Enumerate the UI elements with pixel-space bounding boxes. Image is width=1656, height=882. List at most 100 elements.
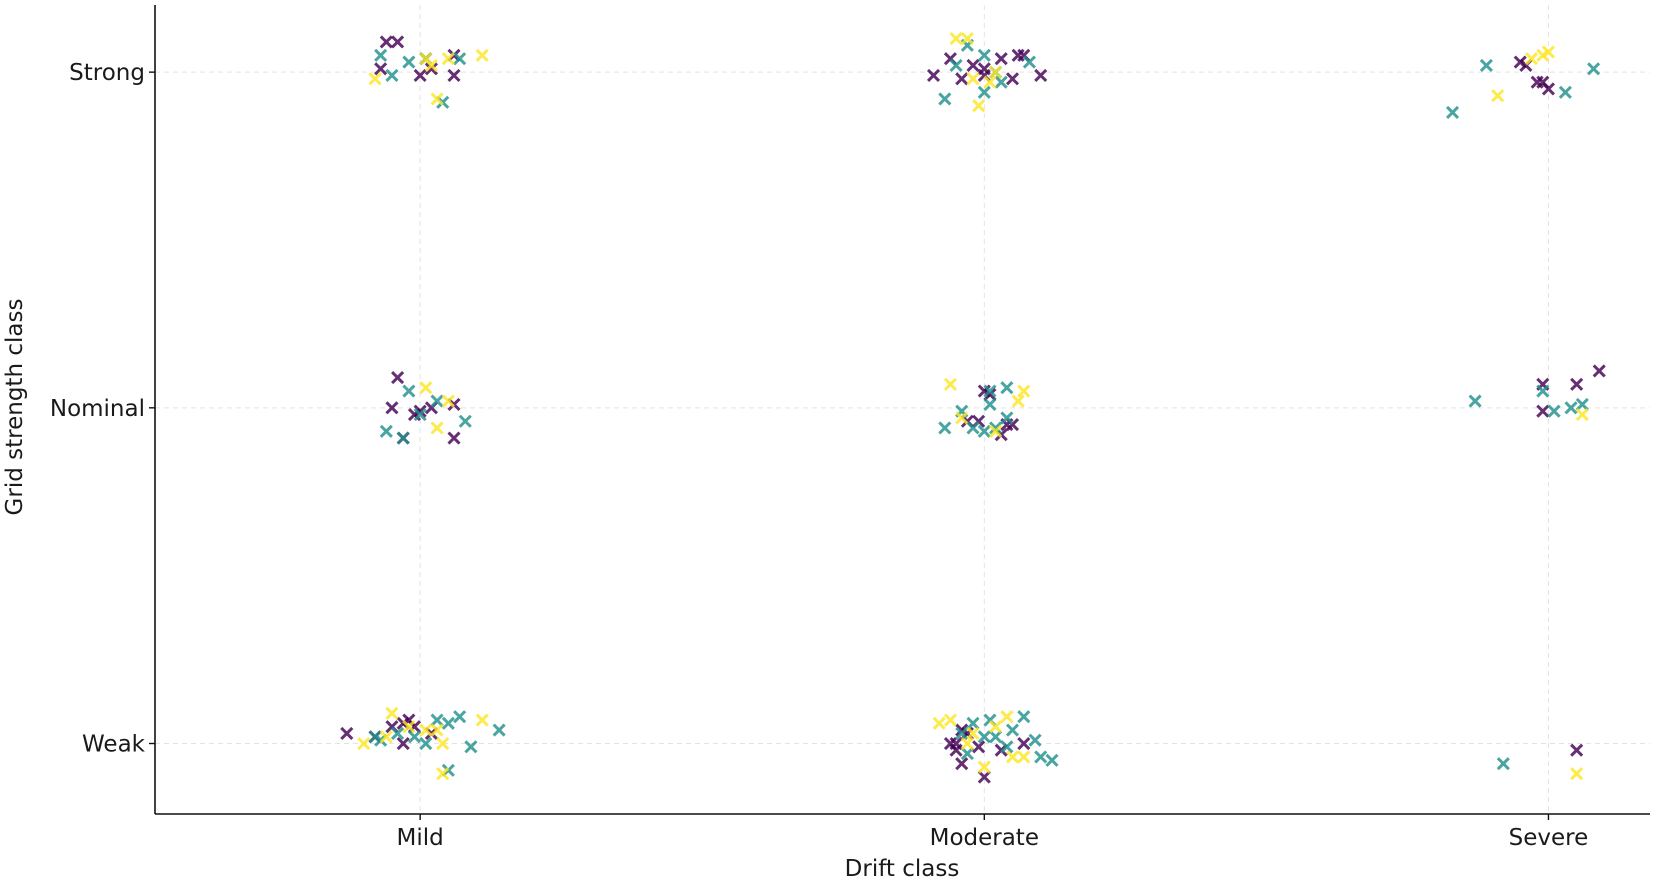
data-point-x-marker bbox=[413, 407, 427, 422]
data-point-x-marker bbox=[379, 424, 393, 438]
data-point-x-marker bbox=[949, 32, 963, 46]
data-point-x-marker bbox=[1045, 753, 1059, 767]
data-point-x-marker bbox=[1017, 710, 1031, 724]
axes bbox=[154, 5, 1650, 815]
data-point-x-marker bbox=[977, 424, 991, 438]
data-point-x-marker bbox=[1536, 384, 1550, 398]
data-point-x-marker bbox=[1034, 68, 1048, 83]
data-point-x-marker bbox=[424, 58, 438, 72]
data-points bbox=[340, 32, 1606, 784]
data-point-x-marker bbox=[374, 48, 388, 62]
data-point-x-marker bbox=[1005, 750, 1020, 764]
data-point-x-marker bbox=[1017, 750, 1031, 764]
data-point-x-marker bbox=[977, 85, 991, 99]
data-point-x-marker bbox=[453, 710, 467, 724]
data-point-x-marker bbox=[1000, 381, 1014, 395]
data-point-x-marker bbox=[458, 414, 472, 428]
data-point-x-marker bbox=[966, 58, 980, 72]
data-point-x-marker bbox=[1028, 733, 1042, 747]
data-point-x-marker bbox=[447, 431, 461, 445]
data-point-x-marker bbox=[943, 377, 958, 391]
data-point-x-marker bbox=[430, 723, 444, 737]
data-point-x-marker bbox=[419, 736, 433, 751]
data-point-x-marker bbox=[977, 48, 991, 62]
data-point-x-marker bbox=[402, 720, 416, 734]
data-point-x-marker bbox=[960, 736, 974, 751]
data-point-x-marker bbox=[977, 62, 991, 76]
data-point-x-marker bbox=[977, 760, 991, 774]
data-point-x-marker bbox=[1575, 407, 1589, 422]
data-point-x-marker bbox=[1496, 757, 1510, 771]
data-point-x-marker bbox=[1541, 45, 1556, 59]
data-point-x-marker bbox=[447, 68, 461, 83]
data-point-x-marker bbox=[368, 72, 382, 86]
data-point-x-marker bbox=[1558, 85, 1572, 99]
data-point-x-marker bbox=[1564, 401, 1578, 415]
data-point-x-marker bbox=[1034, 750, 1048, 764]
data-point-x-marker bbox=[983, 75, 997, 89]
data-point-x-marker bbox=[391, 726, 405, 740]
data-point-x-marker bbox=[396, 736, 410, 751]
y-tick-label: Weak bbox=[82, 732, 146, 758]
data-point-x-marker bbox=[1017, 736, 1031, 751]
data-point-x-marker bbox=[413, 68, 427, 83]
data-point-x-marker bbox=[402, 384, 416, 398]
data-point-x-marker bbox=[430, 394, 444, 408]
data-point-x-marker bbox=[960, 32, 974, 46]
data-point-x-marker bbox=[1445, 105, 1460, 119]
data-point-x-marker bbox=[340, 726, 354, 740]
grid-lines bbox=[155, 5, 1650, 814]
data-point-x-marker bbox=[1575, 397, 1589, 412]
data-point-x-marker bbox=[419, 381, 433, 395]
data-point-x-marker bbox=[1570, 743, 1584, 757]
data-point-x-marker bbox=[1000, 710, 1014, 724]
data-point-x-marker bbox=[943, 713, 958, 727]
data-point-x-marker bbox=[989, 421, 1003, 435]
y-axis-title: Grid strength class bbox=[2, 299, 28, 516]
data-point-x-marker bbox=[983, 384, 997, 398]
data-point-x-marker bbox=[1468, 394, 1482, 408]
data-point-x-marker bbox=[1022, 55, 1036, 69]
data-point-x-marker bbox=[1005, 723, 1020, 737]
data-point-x-marker bbox=[972, 740, 986, 754]
data-point-x-marker bbox=[955, 726, 969, 740]
data-point-x-marker bbox=[938, 92, 952, 106]
data-point-x-marker bbox=[955, 757, 969, 771]
data-point-x-marker bbox=[989, 424, 1003, 438]
data-point-x-marker bbox=[938, 421, 952, 435]
data-point-x-marker bbox=[492, 723, 506, 737]
data-point-x-marker bbox=[1524, 52, 1539, 66]
data-point-x-marker bbox=[983, 397, 997, 412]
x-axis-title: Drift class bbox=[845, 856, 960, 882]
x-tick-label: Mild bbox=[397, 825, 444, 851]
series-group-yellow bbox=[357, 32, 1589, 781]
data-point-x-marker bbox=[1592, 364, 1606, 378]
data-point-x-marker bbox=[994, 75, 1008, 89]
tick-marks bbox=[149, 71, 1550, 820]
data-point-x-marker bbox=[949, 58, 963, 72]
data-point-x-marker bbox=[955, 72, 969, 86]
data-point-x-marker bbox=[402, 55, 416, 69]
data-point-x-marker bbox=[932, 716, 946, 730]
data-point-x-marker bbox=[379, 730, 393, 744]
data-point-x-marker bbox=[430, 421, 444, 435]
data-point-x-marker bbox=[1005, 72, 1020, 86]
data-point-x-marker bbox=[1570, 767, 1584, 781]
data-point-x-marker bbox=[994, 52, 1008, 66]
data-point-x-marker bbox=[1000, 411, 1014, 425]
data-point-x-marker bbox=[475, 48, 489, 62]
data-point-x-marker bbox=[966, 726, 980, 740]
data-point-x-marker bbox=[391, 371, 405, 385]
data-point-x-marker bbox=[357, 736, 371, 751]
data-point-x-marker bbox=[1536, 404, 1550, 418]
data-point-x-marker bbox=[464, 740, 478, 754]
data-point-x-marker bbox=[989, 720, 1003, 734]
data-point-x-marker bbox=[475, 713, 489, 727]
data-point-x-marker bbox=[966, 421, 980, 435]
data-point-x-marker bbox=[419, 723, 433, 737]
data-point-x-marker bbox=[436, 736, 450, 751]
data-point-x-marker bbox=[407, 730, 422, 744]
data-point-x-marker bbox=[977, 730, 991, 744]
data-point-x-marker bbox=[1017, 384, 1031, 398]
